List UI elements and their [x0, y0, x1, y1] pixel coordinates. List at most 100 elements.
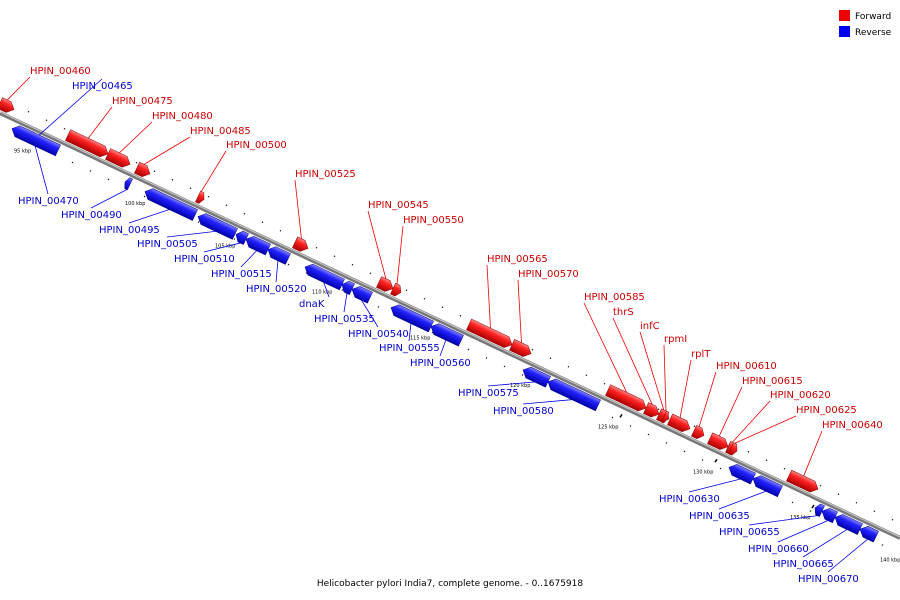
minor-tick [225, 204, 228, 207]
gene-label-rpmi: rpmI [664, 334, 687, 345]
minor-tick [855, 501, 858, 504]
gene-arrow-hpin_00535 [341, 280, 355, 295]
leader-line [396, 225, 404, 285]
minor-tick [189, 187, 192, 190]
minor-tick [405, 289, 408, 292]
minor-tick [585, 374, 588, 377]
leader-line [118, 121, 153, 154]
minor-tick [441, 306, 444, 309]
minor-tick [783, 467, 786, 470]
gene-label-hpin_00545: HPIN_00545 [368, 200, 429, 211]
gene-arrow-hpin_00550 [390, 282, 402, 297]
leader-line [90, 188, 128, 209]
leader-line [698, 371, 717, 428]
minor-tick [351, 263, 354, 266]
leader-line [733, 415, 797, 444]
leader-line [639, 331, 665, 411]
gene-arrow-hpin_00670 [859, 525, 879, 543]
gene-arrow-hpin_00520 [267, 246, 291, 265]
gene-arrow-hpin_00630 [728, 464, 756, 485]
minor-tick [603, 382, 606, 385]
leader-line [240, 250, 258, 268]
minor-tick [485, 357, 488, 359]
minor-tick [153, 170, 156, 173]
minor-tick [377, 306, 380, 308]
gene-arrow-hpin_00665 [834, 514, 863, 535]
minor-tick [683, 450, 686, 453]
gene-label-dnak: dnaK [299, 299, 325, 310]
gene-label-hpin_00490: HPIN_00490 [61, 210, 122, 221]
minor-tick [71, 161, 74, 164]
leader-lines [6, 76, 869, 573]
minor-tick [837, 493, 840, 496]
gene-arrow-hpin_00545 [376, 276, 394, 292]
leader-line [827, 538, 869, 573]
gene-arrow-hpin_00580 [547, 378, 601, 412]
scale-label: 110 kbp [312, 289, 332, 295]
gene-arrow-hpin_00640 [786, 469, 819, 493]
gene-label-hpin_00510: HPIN_00510 [174, 254, 235, 265]
figure-title: Helicobacter pylori India7, complete gen… [317, 579, 584, 589]
gene-label-hpin_00670: HPIN_00670 [798, 574, 859, 585]
leader-line [29, 78, 103, 144]
gene-arrow-hpin_00510 [235, 230, 249, 245]
gene-label-hpin_00665: HPIN_00665 [773, 559, 834, 570]
gene-arrow-hpin_00540 [351, 286, 373, 304]
gene-arrow-hpin_00560 [430, 323, 464, 347]
gene-arrow-hpin_00610 [691, 424, 705, 440]
gene-arrow-hpin_00460 [0, 97, 15, 113]
gene-arrow-hpin_00505 [197, 213, 238, 240]
leader-line [408, 323, 412, 342]
minor-tick [881, 544, 884, 546]
gene-arrow-dnak [304, 263, 345, 291]
gene-arrow-hpin_00475 [65, 129, 109, 158]
leader-line [166, 230, 217, 238]
minor-tick [171, 178, 174, 181]
scale-label: 100 kbp [125, 201, 145, 207]
scale-label: 140 kbp [880, 558, 900, 564]
gene-arrow-hpin_00660 [821, 508, 838, 524]
minor-tick [647, 433, 650, 436]
gene-arrow-hpin_00655 [814, 503, 825, 517]
gene-arrow-hpin_00555 [390, 304, 434, 333]
minor-tick [107, 178, 110, 181]
leader-line [486, 264, 491, 329]
minor-tick [143, 195, 146, 198]
minor-tick [611, 416, 614, 419]
minor-tick [873, 510, 876, 513]
gene-arrow-hpin_00480 [105, 148, 131, 168]
scale-tick [619, 413, 623, 418]
gene-label-hpin_00485: HPIN_00485 [190, 126, 251, 137]
gene-label-hpin_00460: HPIN_00460 [30, 66, 91, 77]
leader-line [517, 279, 522, 344]
gene-label-hpin_00635: HPIN_00635 [689, 511, 750, 522]
leader-line [87, 106, 113, 139]
leader-line [360, 299, 379, 328]
gene-label-hpin_00565: HPIN_00565 [487, 254, 548, 265]
gene-label-hpin_00620: HPIN_00620 [770, 390, 831, 401]
gene-label-hpin_00585: HPIN_00585 [584, 292, 645, 303]
minor-tick [549, 357, 552, 360]
minor-tick [819, 484, 822, 487]
leader-line [688, 478, 742, 493]
gene-label-hpin_00475: HPIN_00475 [112, 96, 173, 107]
minor-tick [665, 442, 668, 444]
gene-arrow-hpin_00490 [124, 177, 133, 191]
gene-label-hpin_00525: HPIN_00525 [295, 169, 356, 180]
minor-tick [207, 195, 210, 198]
gene-label-thrs: thrS [613, 307, 634, 318]
genome-backbone [0, 111, 900, 540]
gene-label-hpin_00640: HPIN_00640 [822, 420, 883, 431]
gene-label-hpin_00655: HPIN_00655 [719, 527, 780, 538]
gene-label-hpin_00480: HPIN_00480 [152, 111, 213, 122]
gene-arrow-hpin_00570 [509, 339, 532, 357]
gene-arrow-rpmi [661, 410, 670, 424]
gene-label-rplt: rplT [691, 349, 711, 360]
gene-arrow-hpin_00625 [728, 442, 738, 456]
leader-line [275, 260, 279, 283]
minor-tick [243, 212, 246, 215]
minor-tick [531, 348, 534, 351]
leader-line [802, 528, 848, 558]
